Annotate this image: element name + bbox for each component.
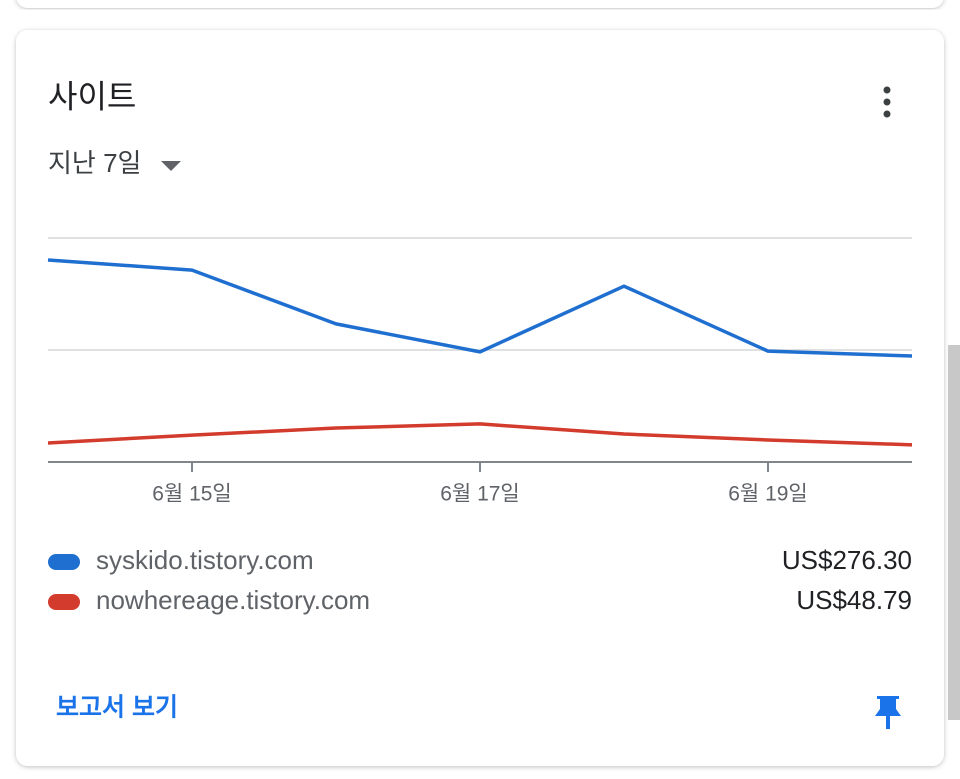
card bbox=[16, 30, 944, 766]
x-tick-label: 6월 19일 bbox=[728, 483, 808, 506]
period-label: 지난 7일 bbox=[48, 148, 141, 178]
period-dropdown[interactable]: 지난 7일 bbox=[48, 148, 181, 178]
legend-swatch bbox=[48, 594, 80, 610]
legend-total: US$276.30 bbox=[782, 545, 912, 575]
report-link[interactable]: 보고서 보기 bbox=[56, 694, 178, 722]
legend-total: US$48.79 bbox=[796, 585, 912, 615]
x-tick-label: 6월 15일 bbox=[152, 483, 232, 506]
chart: 6월 15일 6월 17일 6월 19일 bbox=[47, 237, 913, 506]
legend-label: nowhereage.tistory.com bbox=[96, 585, 370, 615]
previous-card bbox=[16, 0, 944, 8]
series-line bbox=[47, 258, 913, 358]
more-menu[interactable] bbox=[883, 86, 891, 118]
pin-button[interactable] bbox=[875, 696, 901, 729]
legend-label: syskido.tistory.com bbox=[96, 545, 314, 575]
series-line bbox=[47, 422, 913, 447]
scrollbar bbox=[948, 345, 960, 720]
legend: syskido.tistory.com US$276.30 nowhereage.t… bbox=[48, 545, 912, 615]
card-title: 사이트 bbox=[48, 78, 136, 114]
legend-swatch bbox=[48, 554, 80, 570]
x-tick-label: 6월 17일 bbox=[440, 483, 520, 506]
dropdown-arrow bbox=[161, 161, 181, 171]
